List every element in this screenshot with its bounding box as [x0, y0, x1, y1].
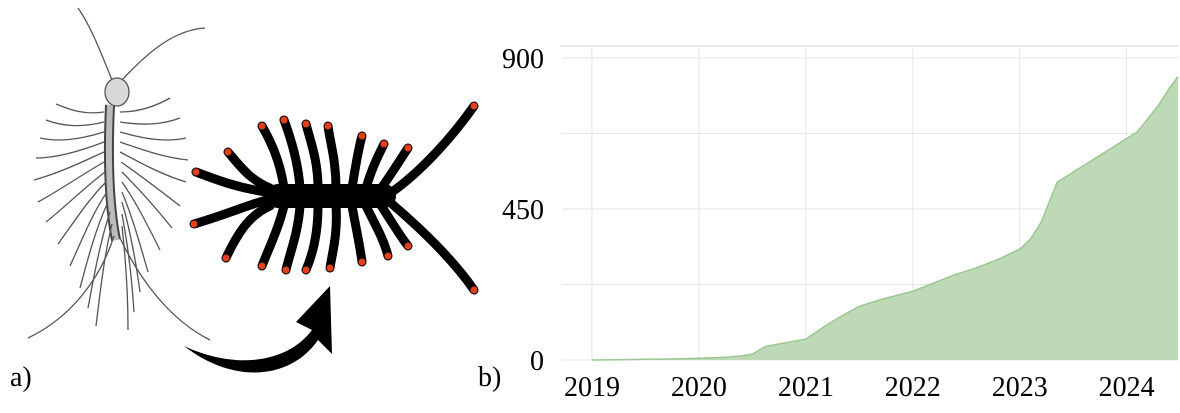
centipede-illustration-panel — [0, 0, 480, 408]
panel-a-label: a) — [10, 362, 32, 393]
x-axis-ticks: 2019 2020 2021 2022 2023 2024 — [564, 372, 1155, 403]
curved-arrow-icon — [184, 286, 332, 373]
x-tick-label: 2020 — [671, 372, 727, 403]
centipede-illustration — [27, 7, 479, 373]
y-tick-label: 450 — [502, 195, 544, 226]
leg-tips — [190, 102, 478, 294]
area-series-outline — [591, 76, 1179, 361]
x-tick-label: 2022 — [885, 372, 941, 403]
y-axis-ticks: 0 450 900 — [502, 44, 544, 377]
robot-centipede — [189, 101, 479, 295]
x-tick-label: 2024 — [1099, 372, 1155, 403]
x-tick-label: 2019 — [564, 372, 620, 403]
y-tick-label: 900 — [502, 44, 544, 75]
centipede-sketch — [27, 7, 211, 341]
panel-b-label: b) — [478, 362, 502, 393]
area-chart: 0 450 900 2019 2020 2021 2022 2023 2024 — [502, 44, 1179, 403]
area-series — [591, 76, 1178, 360]
x-tick-label: 2023 — [992, 372, 1048, 403]
x-tick-label: 2021 — [778, 372, 834, 403]
y-tick-label: 0 — [530, 346, 544, 377]
